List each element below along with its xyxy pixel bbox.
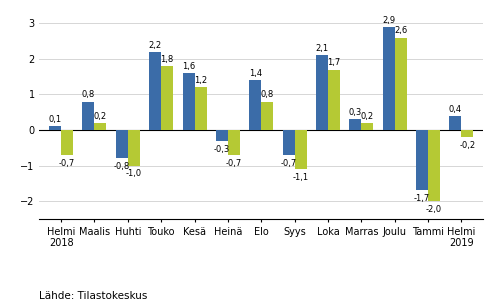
Text: -0,7: -0,7 bbox=[226, 159, 242, 168]
Bar bbox=[361, 123, 373, 130]
Bar bbox=[61, 130, 73, 155]
Text: 2,1: 2,1 bbox=[316, 44, 328, 53]
Bar bbox=[95, 123, 106, 130]
Bar bbox=[416, 130, 428, 190]
Bar bbox=[82, 102, 95, 130]
Bar bbox=[328, 70, 340, 130]
Text: 1,7: 1,7 bbox=[327, 58, 341, 67]
Text: 0,1: 0,1 bbox=[48, 115, 62, 124]
Text: -1,1: -1,1 bbox=[292, 173, 309, 182]
Text: 1,4: 1,4 bbox=[249, 69, 262, 78]
Text: -0,7: -0,7 bbox=[281, 159, 297, 168]
Text: 0,3: 0,3 bbox=[349, 108, 362, 117]
Text: 0,2: 0,2 bbox=[361, 112, 374, 121]
Text: -0,8: -0,8 bbox=[114, 162, 130, 171]
Text: 0,8: 0,8 bbox=[261, 90, 274, 99]
Text: -0,3: -0,3 bbox=[214, 145, 230, 154]
Text: -0,7: -0,7 bbox=[59, 159, 75, 168]
Bar bbox=[128, 130, 140, 166]
Bar bbox=[316, 55, 328, 130]
Bar bbox=[182, 73, 195, 130]
Text: 0,4: 0,4 bbox=[449, 105, 462, 114]
Bar bbox=[350, 119, 361, 130]
Bar bbox=[450, 116, 461, 130]
Text: 1,8: 1,8 bbox=[161, 55, 174, 64]
Bar bbox=[195, 87, 207, 130]
Bar bbox=[282, 130, 295, 155]
Bar bbox=[249, 80, 261, 130]
Text: 2,2: 2,2 bbox=[149, 41, 162, 50]
Bar bbox=[228, 130, 240, 155]
Text: -1,0: -1,0 bbox=[126, 169, 142, 178]
Text: 2,9: 2,9 bbox=[382, 16, 395, 25]
Text: 1,6: 1,6 bbox=[182, 62, 195, 71]
Bar bbox=[383, 27, 395, 130]
Bar bbox=[161, 66, 173, 130]
Text: 1,2: 1,2 bbox=[194, 76, 207, 85]
Bar bbox=[116, 130, 128, 158]
Bar bbox=[49, 126, 61, 130]
Bar bbox=[216, 130, 228, 141]
Bar bbox=[149, 52, 161, 130]
Bar bbox=[295, 130, 307, 169]
Text: 0,2: 0,2 bbox=[94, 112, 107, 121]
Text: 2,6: 2,6 bbox=[394, 26, 407, 36]
Text: -1,7: -1,7 bbox=[414, 194, 430, 203]
Bar bbox=[261, 102, 273, 130]
Text: -2,0: -2,0 bbox=[426, 205, 442, 214]
Bar bbox=[428, 130, 440, 201]
Text: -0,2: -0,2 bbox=[459, 141, 476, 150]
Text: Lähde: Tilastokeskus: Lähde: Tilastokeskus bbox=[39, 291, 148, 301]
Text: 0,8: 0,8 bbox=[82, 90, 95, 99]
Bar bbox=[395, 38, 407, 130]
Bar bbox=[461, 130, 473, 137]
